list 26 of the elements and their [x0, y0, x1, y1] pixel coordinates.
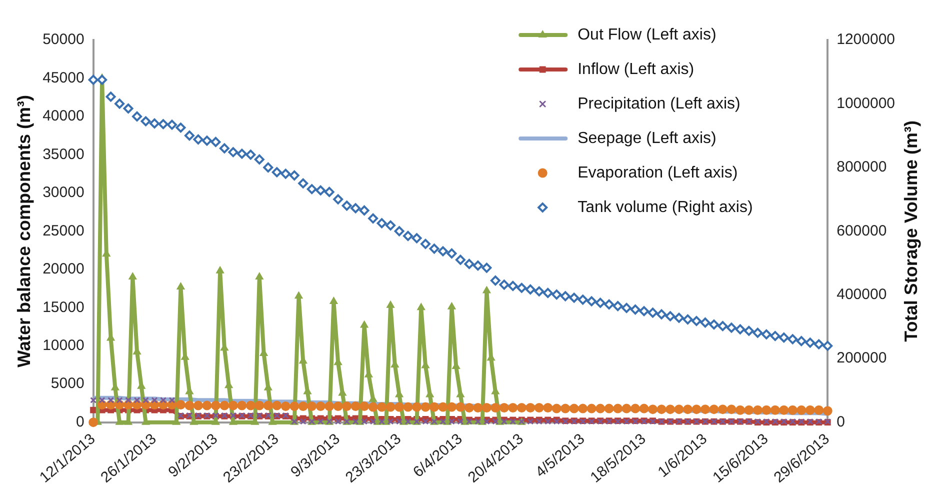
legend-label: Precipitation (Left axis): [578, 95, 740, 112]
y-tick-label: 40000: [42, 108, 84, 125]
y2-tick-label: 200000: [836, 350, 887, 367]
legend-label: Evaporation (Left axis): [578, 164, 738, 182]
y-tick-label: 25000: [42, 222, 84, 240]
y2-tick-label: 0: [836, 413, 845, 430]
legend-label: Inflow (Left axis): [578, 60, 694, 78]
y-tick-label: 5000: [50, 375, 84, 392]
y-tick-label: 20000: [42, 260, 84, 278]
y2-tick-label: 400000: [836, 286, 887, 304]
y2-tick-label: 600000: [836, 222, 887, 240]
legend-label: Out Flow (Left axis): [578, 26, 716, 44]
y-axis-title: Water balance components (m³): [14, 94, 34, 368]
y-tick-label: 50000: [42, 31, 84, 48]
y-tick-label: 45000: [42, 69, 84, 86]
y-tick-label: 15000: [42, 298, 84, 316]
legend-label: Tank volume (Right axis): [578, 198, 753, 216]
y2-tick-label: 800000: [836, 158, 887, 176]
y-tick-label: 0: [76, 413, 84, 430]
y2-axis-title: Total Storage Volume (m³): [900, 120, 921, 342]
legend-label: Seepage (Left axis): [578, 130, 716, 147]
y2-tick-label: 1200000: [836, 31, 896, 48]
y2-tick-label: 1000000: [836, 94, 896, 112]
y-tick-label: 30000: [42, 184, 84, 202]
y-tick-label: 10000: [42, 336, 84, 354]
y-tick-label: 35000: [42, 146, 84, 163]
